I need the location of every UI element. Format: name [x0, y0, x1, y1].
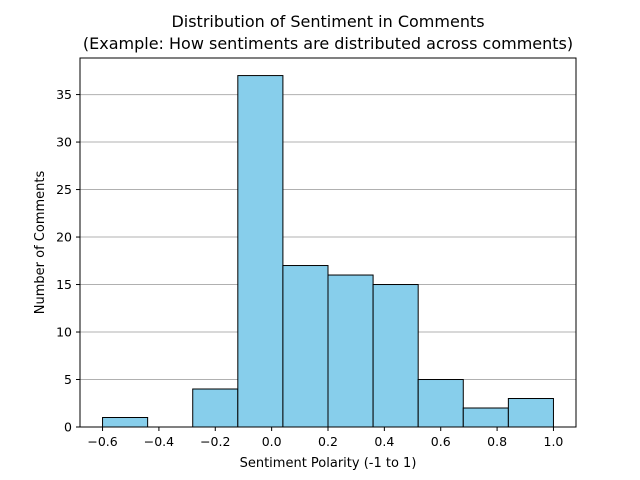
- y-axis-ticks: 0 5 10 15 20 25 30 35: [56, 87, 80, 435]
- y-tick-label: 0: [64, 420, 72, 435]
- histogram-bar: [417, 379, 464, 428]
- x-tick-label: −0.2: [200, 434, 230, 449]
- x-axis-label: Sentiment Polarity (-1 to 1): [240, 456, 417, 471]
- x-tick-label: 1.0: [544, 434, 564, 449]
- y-axis-label: Number of Comments: [33, 171, 48, 315]
- histogram-bars: [102, 75, 554, 428]
- histogram-bar: [282, 265, 329, 428]
- y-tick-label: 35: [56, 87, 72, 102]
- y-tick-label: 25: [56, 182, 72, 197]
- x-tick-label: 0.6: [431, 434, 451, 449]
- chart-title: Distribution of Sentiment in Comments: [171, 12, 484, 31]
- x-tick-label: 0.4: [374, 434, 394, 449]
- histogram-bar: [327, 274, 374, 428]
- histogram-bar: [237, 75, 284, 428]
- y-tick-label: 5: [64, 372, 72, 387]
- x-axis-ticks: −0.6 −0.4 −0.2 0.0 0.2 0.4 0.6 0.8 1.0: [87, 427, 563, 449]
- y-tick-label: 20: [56, 230, 72, 245]
- histogram-bar: [462, 407, 509, 428]
- histogram-bar: [372, 284, 419, 428]
- x-tick-label: −0.4: [144, 434, 174, 449]
- x-tick-label: 0.0: [262, 434, 282, 449]
- chart-subtitle: (Example: How sentiments are distributed…: [83, 34, 573, 53]
- x-tick-label: 0.8: [487, 434, 507, 449]
- y-tick-label: 15: [56, 277, 72, 292]
- y-tick-label: 30: [56, 135, 72, 150]
- x-tick-label: 0.2: [318, 434, 338, 449]
- histogram-bar: [102, 417, 149, 428]
- x-tick-label: −0.6: [87, 434, 117, 449]
- y-tick-label: 10: [56, 325, 72, 340]
- histogram-bar: [192, 388, 239, 428]
- histogram-bar: [507, 398, 554, 428]
